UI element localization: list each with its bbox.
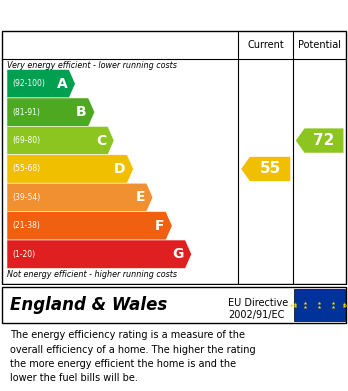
Text: Potential: Potential: [298, 40, 341, 50]
Text: (81-91): (81-91): [12, 108, 40, 117]
Text: Very energy efficient - lower running costs: Very energy efficient - lower running co…: [7, 61, 177, 70]
Bar: [294, 289, 345, 321]
Text: 55: 55: [259, 161, 281, 176]
Text: B: B: [76, 105, 87, 119]
Text: (1-20): (1-20): [12, 250, 35, 259]
Text: (21-38): (21-38): [12, 221, 40, 230]
Polygon shape: [241, 157, 290, 181]
Polygon shape: [7, 155, 134, 183]
Text: F: F: [155, 219, 164, 233]
Polygon shape: [7, 240, 192, 269]
Text: (69-80): (69-80): [12, 136, 40, 145]
Polygon shape: [7, 183, 153, 212]
Text: C: C: [96, 134, 106, 147]
Text: England & Wales: England & Wales: [10, 296, 168, 314]
Text: EU Directive: EU Directive: [228, 298, 288, 308]
Text: (92-100): (92-100): [12, 79, 45, 88]
Polygon shape: [7, 212, 172, 240]
Text: Energy Efficiency Rating: Energy Efficiency Rating: [9, 7, 230, 23]
Polygon shape: [7, 70, 75, 98]
Polygon shape: [296, 128, 343, 153]
Text: Not energy efficient - higher running costs: Not energy efficient - higher running co…: [7, 270, 177, 279]
Text: Current: Current: [247, 40, 284, 50]
Text: E: E: [135, 190, 145, 204]
Text: D: D: [114, 162, 126, 176]
Text: A: A: [57, 77, 68, 91]
Polygon shape: [7, 98, 95, 126]
Text: 72: 72: [313, 133, 335, 148]
Text: (39-54): (39-54): [12, 193, 40, 202]
Text: (55-68): (55-68): [12, 165, 40, 174]
Text: The energy efficiency rating is a measure of the
overall efficiency of a home. T: The energy efficiency rating is a measur…: [10, 330, 256, 384]
Text: G: G: [172, 247, 184, 261]
Polygon shape: [7, 126, 114, 155]
Text: 2002/91/EC: 2002/91/EC: [228, 310, 284, 320]
